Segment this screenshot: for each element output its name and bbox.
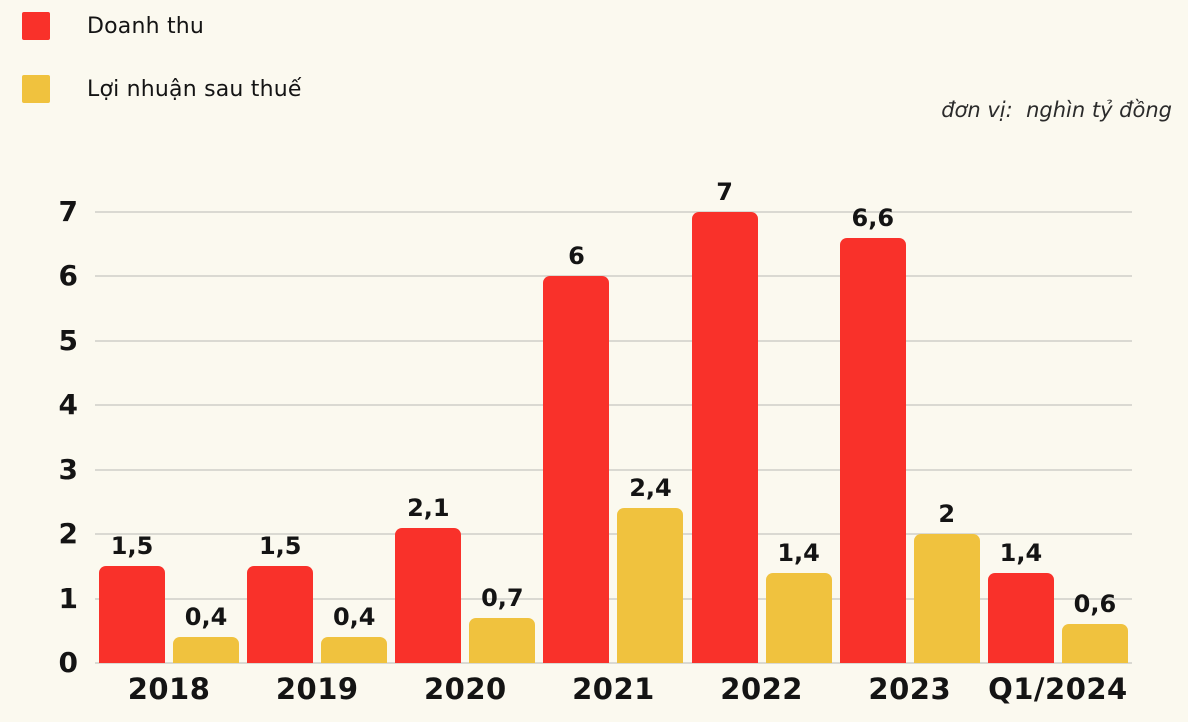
bar-col: 6 xyxy=(543,242,610,663)
unit-note: đơn vị: nghìn tỷ đồng xyxy=(941,98,1172,122)
bar-col: 2,1 xyxy=(395,493,462,663)
gridline-1 xyxy=(95,597,1132,600)
y-tick-label-2: 2 xyxy=(58,517,78,551)
legend-label-doanh-thu: Doanh thu xyxy=(87,13,205,39)
bar-Doanh thu-2019 xyxy=(247,566,314,663)
bar-Doanh thu-Q1/2024 xyxy=(987,572,1054,663)
bar-col: 7 xyxy=(691,178,758,663)
gridline-5 xyxy=(95,339,1132,342)
bar-value-label: 1,5 xyxy=(258,532,302,561)
bar-col: 2 xyxy=(913,500,980,663)
y-tick-label-6: 6 xyxy=(58,259,78,293)
legend-label-loi-nhuan: Lợi nhuận sau thuế xyxy=(87,76,302,102)
bar-Lợi nhuận sau thuế-2018 xyxy=(173,637,240,663)
y-axis-labels: 0 1 2 3 4 5 6 7 xyxy=(28,198,78,677)
bar-Lợi nhuận sau thuế-2020 xyxy=(469,617,536,663)
legend-item-doanh-thu: Doanh thu xyxy=(22,12,302,40)
y-tick-label-7: 7 xyxy=(58,195,78,228)
bar-Lợi nhuận sau thuế-2023 xyxy=(913,534,980,663)
y-tick-label-3: 3 xyxy=(58,452,78,486)
y-tick-label-4: 4 xyxy=(58,388,78,422)
y-tick-label-0: 0 xyxy=(58,646,78,679)
bar-value-label: 0,4 xyxy=(184,603,228,632)
bar-value-label: 2,1 xyxy=(407,493,450,522)
bar-Doanh thu-2021 xyxy=(543,276,610,663)
bar-value-label: 0,4 xyxy=(332,603,376,632)
gridline-3 xyxy=(95,468,1132,471)
gridline-2 xyxy=(95,533,1132,536)
bar-col: 0,4 xyxy=(321,603,388,663)
x-axis-labels: 2018 2019 2020 2021 2022 2023 Q1/2024 xyxy=(95,675,1132,704)
bar-Doanh thu-2023 xyxy=(839,237,906,663)
gridline-4 xyxy=(95,404,1132,407)
legend-swatch-red xyxy=(22,12,50,40)
x-tick-label-Q1/2024: Q1/2024 xyxy=(988,672,1128,706)
x-tick-label-2022: 2022 xyxy=(720,672,803,706)
bar-col: 2,4 xyxy=(617,474,684,663)
bar-col: 1,4 xyxy=(765,538,832,663)
legend-item-loi-nhuan: Lợi nhuận sau thuế xyxy=(22,75,302,103)
bar-Doanh thu-2022 xyxy=(691,212,758,663)
bar-group-2021: 6 2,4 xyxy=(539,212,687,663)
bar-col: 0,7 xyxy=(469,583,536,663)
bar-col: 0,4 xyxy=(173,603,240,663)
bar-group-2020: 2,1 0,7 xyxy=(391,212,539,663)
bar-col: 1,4 xyxy=(987,538,1054,663)
bar-value-label: 7 xyxy=(716,178,733,206)
y-tick-label-1: 1 xyxy=(58,581,78,615)
bar-col: 6,6 xyxy=(839,203,906,663)
bar-Lợi nhuận sau thuế-2022 xyxy=(765,572,832,663)
bar-group-2019: 1,5 0,4 xyxy=(243,212,391,663)
bar-value-label: 0,6 xyxy=(1073,590,1117,619)
x-tick-label-2020: 2020 xyxy=(423,672,507,706)
bar-value-label: 2 xyxy=(938,500,956,529)
bar-Lợi nhuận sau thuế-2019 xyxy=(321,637,388,663)
bar-value-label: 6 xyxy=(568,242,585,271)
bar-groups: 1,5 0,4 1,5 0,4 2,1 0,7 6 2,4 7 1,4 6,6 2 1,4 0,6 xyxy=(95,180,1132,663)
y-tick-label-5: 5 xyxy=(58,323,78,357)
bar-value-label: 2,4 xyxy=(629,474,672,503)
bar-group-2018: 1,5 0,4 xyxy=(95,212,243,663)
bar-col: 0,6 xyxy=(1061,590,1128,663)
bar-group-2023: 6,6 2 xyxy=(836,206,984,663)
bar-value-label: 0,7 xyxy=(481,583,524,612)
bar-Doanh thu-2020 xyxy=(395,527,462,663)
x-tick-label-2023: 2023 xyxy=(868,672,952,706)
x-tick-label-2019: 2019 xyxy=(275,672,359,706)
x-tick-label-2021: 2021 xyxy=(572,672,655,706)
legend: Doanh thu Lợi nhuận sau thuế xyxy=(22,12,302,138)
bar-group-Q1/2024: 1,4 0,6 xyxy=(984,212,1132,663)
bar-group-2022: 7 1,4 xyxy=(688,180,836,663)
gridline-6 xyxy=(95,275,1132,278)
gridline-0 xyxy=(95,662,1132,664)
bar-col: 1,5 xyxy=(99,532,166,663)
bar-value-label: 1,4 xyxy=(999,538,1043,567)
gridline-7 xyxy=(95,211,1132,213)
x-tick-label-2018: 2018 xyxy=(127,672,211,706)
bar-value-label: 1,5 xyxy=(110,532,154,561)
bar-Doanh thu-2018 xyxy=(99,566,166,663)
bar-value-label: 6,6 xyxy=(851,203,895,232)
legend-swatch-yellow xyxy=(22,75,50,103)
bar-chart: 1,5 0,4 1,5 0,4 2,1 0,7 6 2,4 7 1,4 6,6 2 1,4 0,6 201… xyxy=(95,180,1132,704)
bar-Lợi nhuận sau thuế-Q1/2024 xyxy=(1061,624,1128,663)
bar-value-label: 1,4 xyxy=(777,538,820,567)
bar-col: 1,5 xyxy=(247,532,314,663)
bar-Lợi nhuận sau thuế-2021 xyxy=(617,508,684,663)
